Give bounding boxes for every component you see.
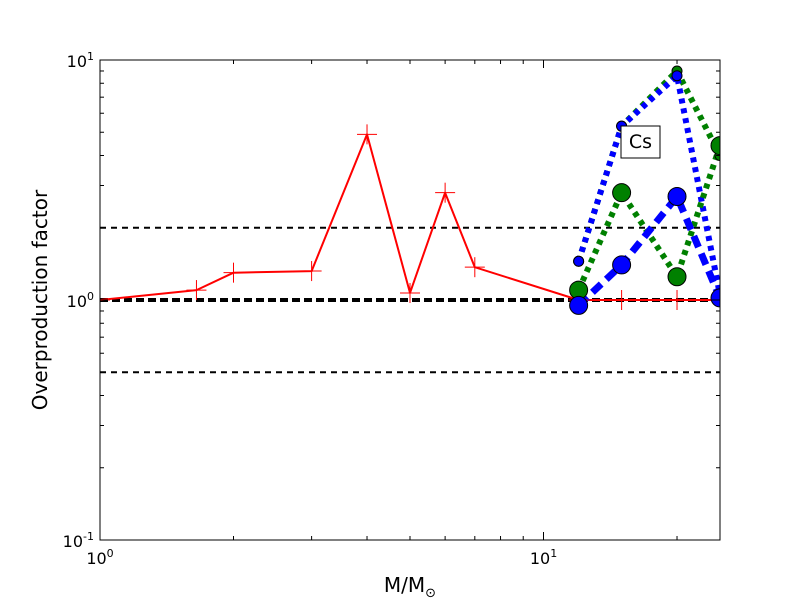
series-4-line [575, 144, 720, 292]
y-tick-label: 10-1 [63, 530, 94, 551]
series-4 [575, 144, 720, 292]
series-5-markers [569, 186, 720, 315]
annotation-frame [620, 125, 661, 159]
data-point [464, 257, 485, 278]
data-point [435, 182, 456, 203]
data-point [573, 255, 585, 267]
data-point [400, 282, 420, 303]
data-point [612, 255, 632, 275]
series-layer [100, 65, 720, 315]
data-point [671, 70, 683, 82]
data-point [710, 288, 720, 308]
data-point [223, 262, 244, 283]
data-point [710, 136, 720, 156]
series-3-line [575, 72, 720, 296]
data-point [612, 183, 632, 203]
data-point [667, 186, 687, 206]
data-point [569, 295, 589, 315]
data-point [301, 261, 322, 282]
y-tick-label: 101 [67, 50, 94, 71]
series-5 [576, 193, 720, 308]
data-point [611, 290, 632, 310]
y-tick-label: 100 [67, 290, 94, 311]
x-axis-label-subscript: ⊙ [425, 586, 436, 600]
data-point [186, 280, 207, 301]
x-axis-label-main: M/M [384, 573, 425, 597]
axis-ticks [99, 59, 720, 541]
annotation-box: Cs [620, 125, 661, 159]
series-5-line [576, 193, 720, 308]
x-tick-label: 101 [530, 547, 557, 568]
series-3 [575, 72, 720, 296]
data-point [667, 267, 687, 287]
x-tick-label: 100 [86, 547, 113, 568]
data-point [357, 124, 378, 145]
data-point [667, 290, 688, 310]
y-axis-label: Overproduction factor [28, 189, 52, 410]
annotation-label: Cs [629, 131, 652, 153]
series-4-markers [569, 136, 720, 300]
x-axis-label: M/M⊙ [384, 573, 436, 600]
